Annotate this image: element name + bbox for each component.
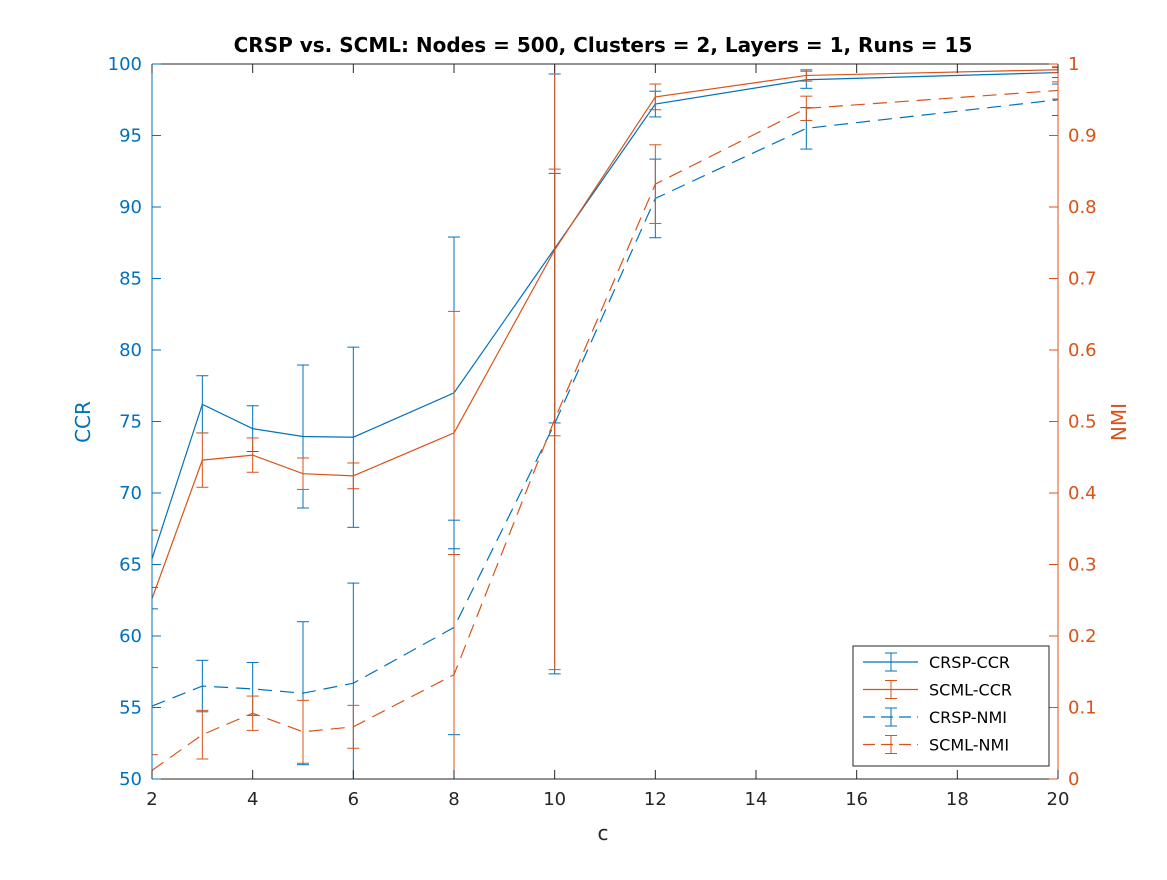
axes: 2 4 6 8 10 12 14 16 18 20505560657075808590951000… bbox=[108, 54, 1097, 810]
error-bar-scml-nmi bbox=[347, 704, 360, 749]
error-bar-scml-ccr bbox=[448, 310, 460, 555]
error-bar-crsp-nmi bbox=[1052, 83, 1058, 116]
y-left-axis-label: CCR bbox=[71, 401, 95, 443]
y-right-tick-label: 0.8 bbox=[1068, 197, 1097, 218]
y-right-tick-label: 0.1 bbox=[1068, 698, 1097, 719]
error-bar-scml-ccr bbox=[347, 462, 360, 490]
y-left-tick-label: 60 bbox=[119, 626, 142, 647]
error-bar-scml-ccr bbox=[297, 457, 309, 490]
y-left-tick-label: 55 bbox=[119, 698, 142, 719]
legend: CRSP-CCR SCML-CCR CRSP-NMI SCML-NMI bbox=[852, 645, 1050, 767]
y-left-tick-label: 100 bbox=[108, 54, 142, 75]
x-tick-label: 6 bbox=[348, 789, 359, 810]
x-tick-label: 18 bbox=[946, 789, 969, 810]
y-right-tick-label: 1 bbox=[1068, 54, 1079, 75]
legend-entry: SCML-NMI bbox=[863, 735, 1009, 755]
error-bar-scml-nmi bbox=[548, 168, 561, 671]
x-tick-label: 20 bbox=[1047, 789, 1070, 810]
error-bar-scml-ccr bbox=[196, 432, 209, 488]
error-bar-crsp-ccr bbox=[196, 375, 209, 434]
y-left-tick-label: 85 bbox=[119, 269, 142, 290]
y-right-tick-label: 0.4 bbox=[1068, 483, 1097, 504]
x-axis-label: c bbox=[598, 821, 609, 845]
y-right-tick-label: 0.6 bbox=[1068, 340, 1097, 361]
legend-entry: CRSP-CCR bbox=[863, 652, 1010, 672]
y-right-axis-label: NMI bbox=[1107, 403, 1131, 441]
y-left-tick-label: 50 bbox=[119, 769, 142, 790]
y-left-tick-label: 90 bbox=[119, 197, 142, 218]
error-bar-scml-ccr bbox=[649, 83, 662, 111]
y-right-tick-label: 0.5 bbox=[1068, 412, 1097, 433]
y-right-tick-label: 0.3 bbox=[1068, 555, 1097, 576]
y-right-tick-label: 0 bbox=[1068, 769, 1079, 790]
error-bar-scml-ccr bbox=[246, 437, 259, 473]
y-right-tick-label: 0.2 bbox=[1068, 626, 1097, 647]
chart-title: CRSP vs. SCML: Nodes = 500, Clusters = 2… bbox=[234, 33, 973, 57]
error-bar-scml-ccr bbox=[1052, 66, 1058, 74]
series-line-scml-nmi bbox=[152, 89, 1058, 771]
error-bar-crsp-nmi bbox=[347, 582, 360, 779]
error-bar-crsp-ccr bbox=[1052, 67, 1058, 79]
y-left-tick-label: 70 bbox=[119, 483, 142, 504]
plot-area bbox=[152, 64, 1058, 779]
x-tick-label: 8 bbox=[448, 789, 459, 810]
x-tick-label: 14 bbox=[745, 789, 768, 810]
y-left-tick-label: 80 bbox=[119, 340, 142, 361]
x-tick-label: 4 bbox=[247, 789, 258, 810]
legend-label: CRSP-CCR bbox=[929, 653, 1010, 672]
error-bar-scml-nmi bbox=[246, 695, 259, 731]
y-left-tick-label: 75 bbox=[119, 412, 142, 433]
error-bar-scml-nmi bbox=[448, 553, 460, 779]
x-tick-label: 2 bbox=[146, 789, 157, 810]
error-bar-scml-ccr bbox=[152, 529, 158, 668]
error-bar-crsp-ccr bbox=[347, 346, 360, 528]
series-line-crsp-ccr bbox=[152, 71, 1058, 559]
error-bar-scml-nmi bbox=[196, 709, 209, 760]
legend-entry: CRSP-NMI bbox=[863, 707, 1007, 727]
legend-label: SCML-CCR bbox=[929, 681, 1012, 700]
x-tick-label: 10 bbox=[543, 789, 566, 810]
legend-entry: SCML-CCR bbox=[863, 680, 1012, 700]
error-bar-crsp-nmi bbox=[196, 659, 209, 713]
legend-label: SCML-NMI bbox=[929, 736, 1009, 755]
error-bar-scml-nmi bbox=[1052, 81, 1058, 100]
y-right-tick-label: 0.7 bbox=[1068, 269, 1097, 290]
error-bar-crsp-nmi bbox=[152, 608, 158, 779]
y-left-tick-label: 65 bbox=[119, 555, 142, 576]
legend-box bbox=[852, 645, 1050, 767]
y-left-tick-label: 95 bbox=[119, 126, 142, 147]
series-line-scml-ccr bbox=[152, 69, 1058, 600]
x-tick-label: 16 bbox=[845, 789, 868, 810]
series-line-crsp-nmi bbox=[152, 99, 1058, 707]
x-tick-label: 12 bbox=[644, 789, 667, 810]
error-bar-scml-nmi bbox=[297, 699, 309, 764]
error-bar-scml-nmi bbox=[649, 144, 662, 224]
y-right-tick-label: 0.9 bbox=[1068, 126, 1097, 147]
series-group bbox=[152, 64, 1058, 779]
legend-label: CRSP-NMI bbox=[929, 708, 1007, 727]
error-bar-scml-ccr bbox=[800, 69, 813, 82]
error-bar-scml-nmi bbox=[152, 754, 158, 779]
error-bar-scml-nmi bbox=[800, 95, 813, 121]
